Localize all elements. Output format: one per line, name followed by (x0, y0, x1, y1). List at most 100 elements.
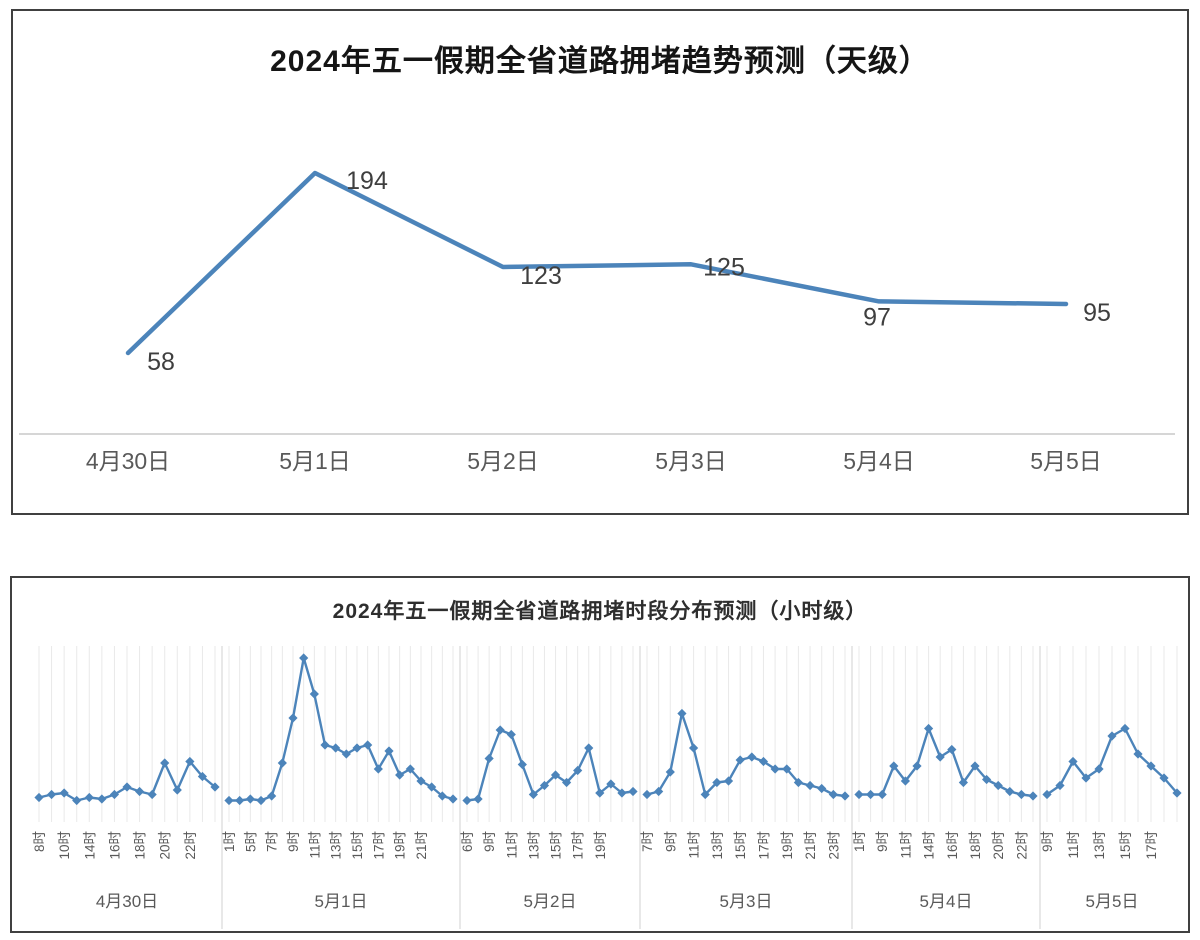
data-marker (550, 770, 561, 780)
hour-tick-label: 19时 (780, 831, 795, 860)
data-marker (122, 782, 132, 792)
data-marker (688, 743, 699, 753)
day-label: 5月1日 (315, 892, 368, 911)
data-marker (288, 713, 298, 723)
data-marker (539, 780, 550, 791)
hour-tick-label: 22时 (1014, 831, 1029, 860)
data-marker (595, 788, 605, 798)
data-marker (331, 743, 341, 753)
data-marker (642, 789, 652, 800)
data-label: 123 (520, 262, 562, 290)
hour-tick-label: 1时 (222, 831, 237, 852)
data-marker (1107, 731, 1117, 741)
data-marker (935, 752, 945, 762)
data-label: 97 (863, 303, 891, 331)
data-marker (341, 749, 351, 759)
x-tick-label: 4月30日 (86, 448, 170, 474)
x-tick-label: 5月3日 (655, 448, 727, 474)
data-label: 95 (1083, 299, 1111, 327)
data-marker (1120, 723, 1130, 734)
hour-tick-label: 11时 (898, 831, 913, 859)
data-marker (72, 795, 82, 806)
hour-tick-label: 18时 (133, 831, 148, 860)
data-marker (1016, 789, 1026, 800)
day-label: 5月2日 (524, 892, 577, 911)
data-marker (484, 753, 494, 764)
hour-tick-label: 18时 (968, 831, 983, 860)
data-marker (1068, 756, 1078, 767)
hour-tick-label: 15时 (733, 831, 748, 860)
data-marker (320, 740, 330, 750)
hour-tick-label: 11时 (307, 831, 322, 859)
data-marker (59, 788, 69, 798)
data-marker (427, 782, 437, 792)
hour-tick-label: 15时 (350, 831, 365, 860)
data-marker (517, 759, 527, 770)
hour-tick-label: 16时 (945, 831, 960, 860)
hour-tick-label: 9时 (482, 831, 497, 852)
data-marker (1133, 749, 1143, 759)
data-marker (405, 764, 415, 774)
data-label: 125 (703, 253, 745, 281)
data-marker (723, 776, 734, 786)
data-label: 58 (147, 348, 175, 376)
hour-tick-label: 19时 (393, 831, 408, 860)
daily-trend-chart: 58 194 123 125 97 95 4月30日 5月1日 5月2日 5月3日 5月4日 5月5日 (19, 167, 1175, 474)
x-tick-label: 5月5日 (1030, 448, 1102, 474)
data-marker (473, 794, 483, 804)
day-label: 5月5日 (1086, 892, 1139, 911)
data-marker (384, 746, 394, 756)
data-marker (235, 795, 245, 806)
data-marker (197, 771, 208, 782)
hourly-line (859, 727, 1034, 798)
data-marker (665, 767, 675, 777)
data-marker (584, 743, 594, 753)
daily-trend-chart-panel: 2024年五一假期全省道路拥堵趋势预测（天级） 58 194 123 125 97 95 4… (11, 9, 1189, 515)
hour-tick-label: 16时 (107, 831, 122, 860)
data-marker (462, 795, 472, 806)
data-marker (160, 758, 170, 768)
data-marker (147, 789, 157, 800)
hour-tick-label: 1时 (852, 831, 867, 852)
data-marker (573, 765, 583, 776)
data-marker (84, 792, 94, 803)
hour-tick-label: 17时 (756, 831, 771, 860)
data-marker (866, 789, 876, 800)
hour-tick-label: 5时 (243, 831, 258, 852)
day-label: 5月4日 (920, 892, 973, 911)
hour-tick-label: 14时 (82, 831, 97, 860)
hour-tick-label: 15时 (1118, 831, 1133, 860)
data-marker (654, 786, 664, 797)
data-marker (267, 791, 277, 801)
day-label: 4月30日 (96, 892, 158, 911)
hour-tick-label: 9时 (1040, 831, 1055, 852)
data-marker (416, 776, 426, 786)
data-marker (528, 789, 538, 800)
hour-tick-label: 13时 (329, 831, 344, 860)
hourly-distribution-chart-panel: 2024年五一假期全省道路拥堵时段分布预测（小时级） 8时 10时 14时 16时 18… (10, 576, 1190, 933)
hour-tick-label: 15时 (549, 831, 564, 860)
data-marker (993, 780, 1003, 791)
data-marker (947, 744, 957, 755)
data-marker (1159, 773, 1169, 783)
data-marker (172, 785, 182, 795)
hour-tick-label: 17时 (371, 831, 386, 860)
daily-trend-line (125, 170, 1069, 356)
data-marker (506, 729, 516, 740)
data-marker (782, 764, 792, 774)
data-marker (562, 777, 572, 788)
data-marker (793, 777, 804, 788)
data-marker (677, 708, 687, 719)
hour-tick-label: 9时 (875, 831, 890, 852)
data-marker (712, 777, 722, 788)
data-marker (34, 792, 44, 803)
data-marker (256, 795, 266, 806)
data-marker (1172, 788, 1182, 798)
data-marker (735, 755, 745, 765)
data-marker (970, 761, 980, 771)
hour-tick-label: 11时 (504, 831, 519, 859)
data-marker (109, 789, 120, 800)
data-marker (758, 756, 769, 767)
data-marker (889, 761, 899, 771)
data-marker (747, 752, 757, 762)
